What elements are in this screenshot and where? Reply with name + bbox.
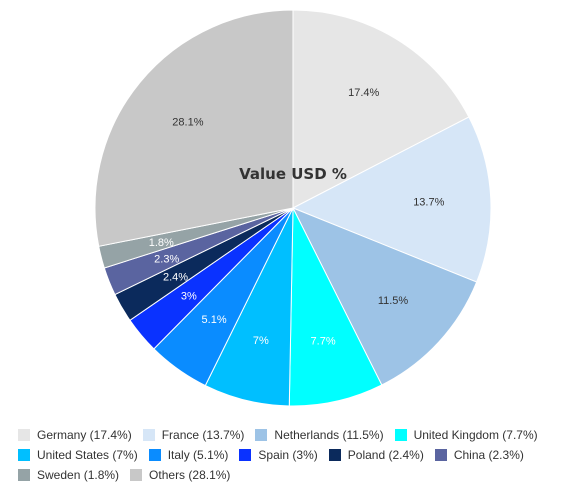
data-label-united-states: 7% (253, 335, 269, 347)
legend-label: Italy (5.1%) (167, 448, 229, 462)
legend-swatch (328, 449, 341, 461)
legend-item-italy[interactable]: Italy (5.1%) (148, 446, 229, 464)
pie-chart: 17.4% 13.7% 11.5% 7.7% 7% 5.1% 3% 2.4% 2.3% 1.8% 2… (94, 9, 492, 407)
legend-row: Germany (17.4%) France (13.7%) Netherlan… (18, 425, 583, 445)
legend-swatch (239, 449, 252, 461)
legend-item-netherlands[interactable]: Netherlands (11.5%) (255, 426, 384, 444)
pie-data-labels: 17.4% 13.7% 11.5% 7.7% 7% 5.1% 3% 2.4% 2.3% 1.8% 2… (149, 87, 445, 348)
pie-chart-svg: 17.4% 13.7% 11.5% 7.7% 7% 5.1% 3% 2.4% 2.3% 1.8% 2… (94, 9, 492, 407)
legend-swatch (148, 449, 161, 461)
legend-label: China (2.3%) (453, 448, 524, 462)
data-label-poland: 2.4% (163, 272, 188, 284)
legend-item-spain[interactable]: Spain (3%) (239, 446, 318, 464)
data-label-france: 13.7% (413, 197, 444, 209)
legend-label: Poland (2.4%) (347, 448, 424, 462)
legend-row: United States (7%) Italy (5.1%) Spain (3… (18, 445, 583, 465)
legend-swatch (255, 429, 268, 441)
data-label-italy: 5.1% (202, 314, 227, 326)
legend-label: Sweden (1.8%) (37, 468, 120, 482)
legend-swatch (394, 429, 407, 441)
legend-item-poland[interactable]: Poland (2.4%) (328, 446, 424, 464)
legend-label: United States (7%) (37, 448, 138, 462)
legend-label: Others (28.1%) (149, 468, 231, 482)
legend-swatch (434, 449, 447, 461)
legend-row: Sweden (1.8%) Others (28.1%) (18, 465, 583, 485)
legend-swatch (18, 429, 30, 441)
legend-item-france[interactable]: France (13.7%) (142, 426, 245, 444)
data-label-spain: 3% (181, 290, 197, 302)
pie-slice-united-kingdom[interactable] (288, 207, 383, 407)
legend-swatch (18, 469, 30, 481)
pie-slices (94, 9, 492, 407)
pie-slice-others[interactable] (94, 9, 294, 247)
legend-label: Spain (3%) (258, 448, 318, 462)
legend-swatch (130, 469, 143, 481)
pie-slice-netherlands[interactable] (291, 207, 478, 386)
legend-item-china[interactable]: China (2.3%) (434, 446, 524, 464)
data-label-sweden: 1.8% (149, 237, 174, 249)
legend-label: Germany (17.4%) (37, 428, 132, 442)
legend-item-others[interactable]: Others (28.1%) (130, 466, 230, 484)
legend-label: France (13.7%) (161, 428, 245, 442)
chart-title: Value USD % (239, 165, 347, 183)
legend-swatch (18, 449, 30, 461)
data-label-united-kingdom: 7.7% (311, 336, 336, 348)
pie-slice-germany[interactable] (292, 9, 470, 209)
data-label-china: 2.3% (154, 254, 179, 266)
legend-label: Netherlands (11.5%) (274, 428, 384, 442)
legend-item-sweden[interactable]: Sweden (1.8%) (18, 466, 119, 484)
data-label-others: 28.1% (172, 117, 203, 129)
legend-item-united-states[interactable]: United States (7%) (18, 446, 138, 464)
data-label-germany: 17.4% (348, 87, 379, 99)
data-label-netherlands: 11.5% (378, 295, 409, 307)
legend: Germany (17.4%) France (13.7%) Netherlan… (18, 425, 583, 485)
legend-item-united-kingdom[interactable]: United Kingdom (7.7%) (394, 426, 538, 444)
legend-label: United Kingdom (7.7%) (413, 428, 538, 442)
legend-item-germany[interactable]: Germany (17.4%) (18, 426, 132, 444)
pie-slice-france[interactable] (291, 116, 492, 283)
legend-swatch (142, 429, 155, 441)
